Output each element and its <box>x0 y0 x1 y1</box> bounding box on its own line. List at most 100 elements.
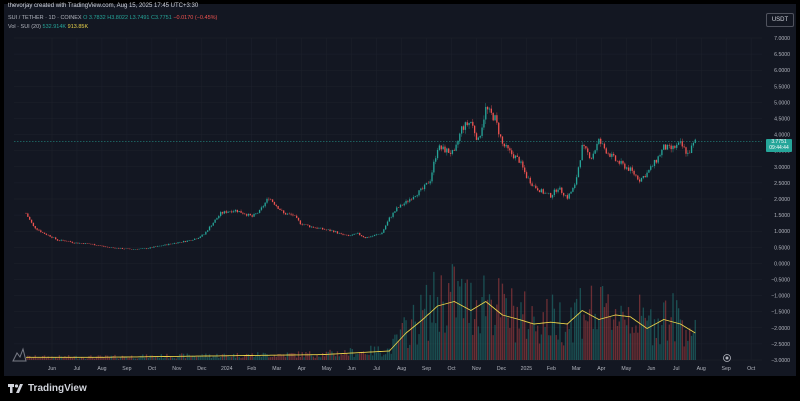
time-axis[interactable]: Jun Jul Aug Sep Oct Nov Dec 2024 Feb Mar Apr May Jun… <box>48 366 756 372</box>
candle-body <box>503 143 505 147</box>
candle-body <box>425 182 428 185</box>
volume-bar <box>401 322 404 360</box>
candle-body <box>283 210 285 214</box>
candle-body <box>103 245 105 247</box>
volume-bar <box>192 355 194 360</box>
price-chart[interactable]: 7.0000 6.5000 6.0000 5.5000 5.0000 4.5000 4.00… <box>4 4 796 376</box>
volume-bar <box>73 356 75 360</box>
volume-bar <box>403 317 405 360</box>
volume-bar <box>581 338 583 360</box>
volume-bar <box>481 297 483 360</box>
candle-body <box>598 138 600 144</box>
volume-bar <box>62 357 64 360</box>
volume-bar <box>442 301 444 360</box>
volume-bar <box>212 355 214 360</box>
volume-bar <box>266 354 268 360</box>
footer: TradingView <box>8 383 87 394</box>
volume-bar <box>286 352 289 360</box>
volume-bar <box>275 356 277 360</box>
candle-body <box>32 222 35 226</box>
volume-bar <box>253 357 255 360</box>
candle-body <box>629 167 632 171</box>
candle-body <box>553 189 556 196</box>
currency-selector[interactable]: USDT <box>766 13 794 27</box>
volume-bar <box>147 357 150 360</box>
volume-bar <box>507 317 509 360</box>
candle-body <box>451 150 454 154</box>
volume-bar <box>75 355 77 360</box>
candle-body <box>383 229 385 233</box>
volume-bar <box>108 356 111 360</box>
volume-bar <box>195 356 198 360</box>
volume-bar <box>535 331 537 360</box>
candle-body <box>596 143 598 151</box>
volume-bar <box>664 300 667 360</box>
volume-legend[interactable]: Vol · SUI (20) 532.914K 913.85K <box>8 24 88 30</box>
candle-body <box>468 123 470 126</box>
candle-body <box>299 220 302 225</box>
candle-body <box>192 239 194 241</box>
candle-body <box>333 230 335 233</box>
volume-bar <box>462 318 465 360</box>
volume-bar <box>351 349 353 360</box>
candle-body <box>638 179 641 182</box>
volume-bar <box>93 358 96 360</box>
candle-body <box>403 203 405 206</box>
volume-bar <box>88 356 90 360</box>
candle-body <box>359 232 361 236</box>
volume-bar <box>119 357 122 360</box>
candle-body <box>347 234 350 236</box>
candle-body <box>579 160 581 168</box>
volume-bar <box>384 354 387 360</box>
candle-body <box>296 215 298 218</box>
volume-bar <box>318 356 320 360</box>
y-tick-label: 2.0000 <box>774 197 790 203</box>
candle-body <box>522 161 524 168</box>
last-price: 3.7751 <box>771 139 787 145</box>
candle-body <box>205 231 207 235</box>
replay-icon[interactable] <box>723 354 731 362</box>
candle-body <box>577 167 580 178</box>
volume-bar <box>653 319 656 360</box>
volume-bar <box>106 355 109 360</box>
volume-bar <box>223 353 226 360</box>
volume-bar <box>498 278 500 360</box>
candle-body <box>249 213 251 216</box>
candle-body <box>77 242 79 244</box>
volume-bar <box>116 358 118 360</box>
candle-body <box>507 145 509 149</box>
volume-bar <box>207 357 209 360</box>
candle-body <box>687 152 689 154</box>
candle-body <box>329 229 331 231</box>
volume-bar <box>355 354 357 360</box>
volume-bar <box>77 358 79 360</box>
high-value: H3.8022 <box>107 15 129 21</box>
candle-body <box>43 232 46 234</box>
volume-bar <box>629 333 632 360</box>
volume-bar <box>425 284 428 360</box>
volume-bar <box>283 354 285 360</box>
candle-body <box>119 248 122 249</box>
volume-bar <box>342 354 344 360</box>
symbol-legend[interactable]: SUI / TETHER · 1D · COINEX O 3.7832 H3.8… <box>8 15 217 21</box>
volume-bar <box>162 358 164 360</box>
volume-bar <box>66 357 68 360</box>
volume-bar <box>509 327 511 360</box>
candle-body <box>626 167 628 169</box>
candle-body <box>386 221 389 226</box>
volume-bar <box>271 356 274 360</box>
volume-bar <box>129 356 131 360</box>
volume-bar <box>492 335 494 360</box>
candle-body <box>360 235 363 237</box>
candle-body <box>164 244 166 246</box>
volume-bar <box>160 354 162 360</box>
volume-bar <box>299 356 302 360</box>
y-tick-label: −2.5000 <box>771 342 790 348</box>
price-axis[interactable]: 7.0000 6.5000 6.0000 5.5000 5.0000 4.5000 4.00… <box>771 36 790 364</box>
candle-body <box>674 145 676 148</box>
volume-bar <box>607 294 609 360</box>
volume-bar <box>168 358 170 360</box>
volume-bar <box>229 356 231 360</box>
candle-body <box>242 212 244 214</box>
candle-body <box>147 248 150 249</box>
